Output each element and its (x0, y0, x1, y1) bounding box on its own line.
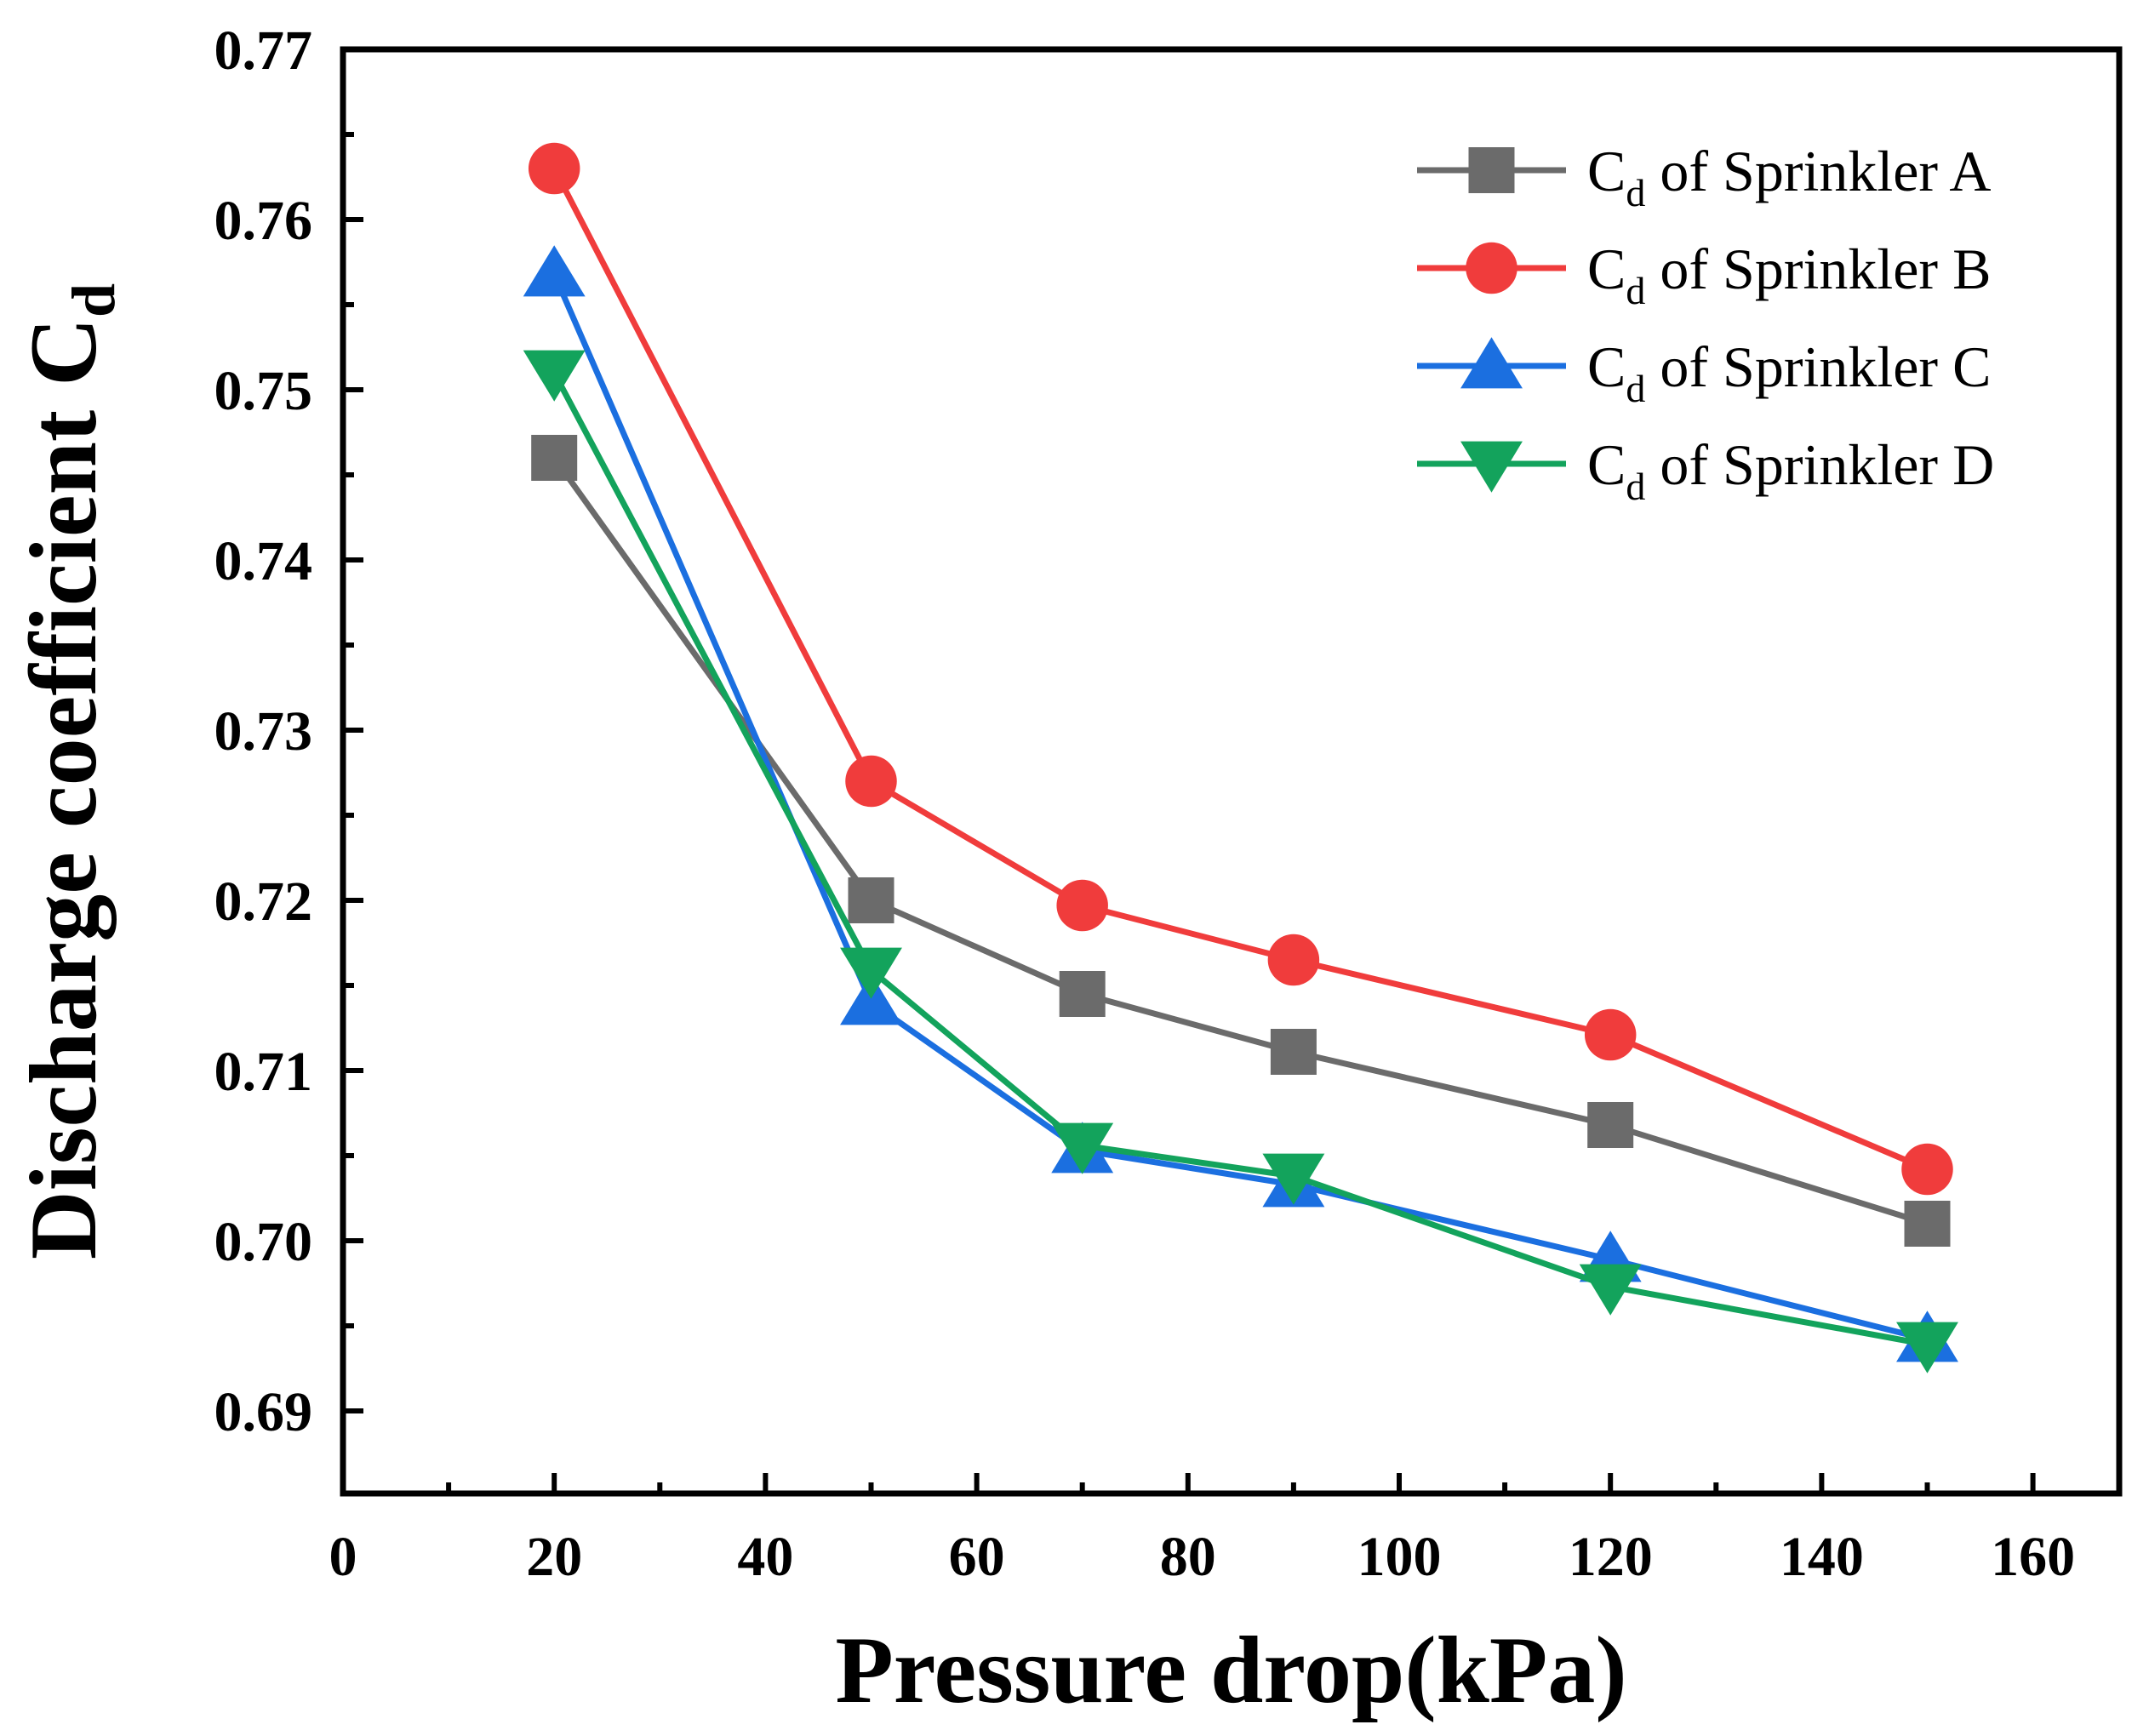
data-point-sprinkler-d (840, 947, 902, 999)
x-tick-label: 160 (1991, 1526, 2075, 1588)
data-point-sprinkler-a (1270, 1029, 1317, 1075)
series-line-sprinkler-b (552, 167, 1929, 1173)
legend: Cd of Sprinkler ACd of Sprinkler BCd of … (1417, 139, 1994, 508)
data-point-sprinkler-c (523, 245, 586, 297)
legend-label-sprinkler-a: Cd of Sprinkler A (1587, 139, 1991, 214)
axes: 0 20 40 60 80 100 120 140 160 0.69 0.70 0.71 0.72 0.7… (214, 20, 2123, 1588)
y-axis-title-main: Discharge coefficient C (11, 317, 117, 1259)
x-tick-label: 120 (1569, 1526, 1653, 1588)
axis-frame (340, 46, 2123, 1497)
series-line-sprinkler-d (552, 371, 1929, 1348)
x-tick-label: 40 (737, 1526, 793, 1588)
plot-area (523, 142, 1958, 1373)
legend-label-main: C (1587, 139, 1626, 203)
legend-label-sprinkler-b: Cd of Sprinkler B (1587, 237, 1991, 312)
data-point-sprinkler-b (528, 142, 580, 195)
legend-label-main: C (1587, 432, 1626, 497)
data-point-sprinkler-a (1587, 1102, 1634, 1148)
x-axis-title: Pressure drop(kPa) (835, 1618, 1626, 1723)
legend-label-rest: of Sprinkler B (1645, 237, 1991, 301)
legend-label-sub: d (1626, 367, 1645, 410)
data-point-sprinkler-b (1901, 1143, 1953, 1196)
legend-label-sub: d (1626, 269, 1645, 312)
y-axis-title: Discharge coefficient Cd (11, 283, 128, 1259)
series-line-sprinkler-c (551, 272, 1929, 1343)
data-point-sprinkler-d (523, 350, 586, 402)
legend-label-rest: of Sprinkler D (1645, 432, 1994, 497)
y-tick-label: 0.69 (214, 1381, 313, 1443)
data-point-sprinkler-b (845, 755, 897, 808)
legend-label-sprinkler-d: Cd of Sprinkler D (1587, 432, 1994, 508)
data-point-sprinkler-b (1267, 934, 1320, 986)
legend-label-main: C (1587, 237, 1626, 301)
data-point-sprinkler-a (848, 877, 894, 923)
y-tick-label: 0.76 (214, 190, 313, 252)
legend-label-rest: of Sprinkler C (1645, 334, 1991, 399)
legend-label-rest: of Sprinkler A (1645, 139, 1991, 203)
y-tick-label: 0.74 (214, 530, 313, 592)
legend-label-sub: d (1626, 465, 1645, 508)
data-point-sprinkler-a (1059, 971, 1106, 1017)
legend-marker-sprinkler-b (1466, 242, 1517, 294)
x-tick-label: 140 (1780, 1526, 1864, 1588)
x-tick-label: 80 (1160, 1526, 1216, 1588)
legend-label-sub: d (1626, 171, 1645, 214)
legend-label-main: C (1587, 334, 1626, 399)
data-point-sprinkler-b (1584, 1008, 1637, 1061)
y-tick-label: 0.75 (214, 360, 313, 422)
x-tick-label: 60 (949, 1526, 1005, 1588)
data-point-sprinkler-d (1579, 1264, 1642, 1316)
x-tick-label: 20 (526, 1526, 582, 1588)
data-point-sprinkler-d (1262, 1153, 1325, 1205)
y-tick-label: 0.73 (214, 700, 313, 762)
y-tick-label: 0.71 (214, 1041, 313, 1103)
legend-marker-sprinkler-a (1468, 147, 1515, 193)
y-tick-label: 0.70 (214, 1211, 313, 1273)
data-point-sprinkler-c (840, 974, 902, 1025)
x-tick-label: 0 (329, 1526, 357, 1588)
data-point-sprinkler-b (1056, 879, 1108, 932)
legend-label-sprinkler-c: Cd of Sprinkler C (1587, 334, 1991, 410)
y-tick-label: 0.77 (214, 20, 313, 82)
data-point-sprinkler-d (1051, 1122, 1114, 1174)
series-line-sprinkler-a (552, 455, 1929, 1227)
data-point-sprinkler-a (531, 435, 578, 481)
legend-marker-sprinkler-d (1460, 441, 1523, 493)
y-axis-title-sub: d (60, 283, 128, 317)
data-point-sprinkler-d (1896, 1322, 1958, 1373)
data-point-sprinkler-a (1904, 1201, 1951, 1247)
x-tick-label: 100 (1357, 1526, 1442, 1588)
y-tick-label: 0.72 (214, 871, 313, 933)
legend-marker-sprinkler-c (1460, 337, 1523, 389)
